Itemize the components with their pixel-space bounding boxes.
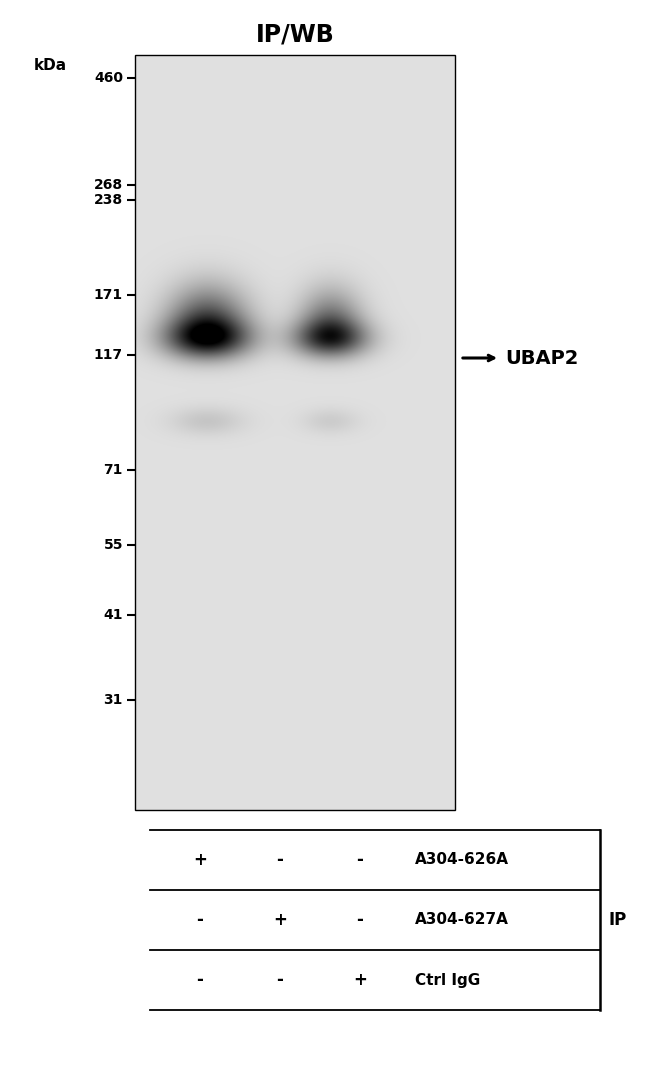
Text: IP: IP bbox=[608, 911, 626, 929]
Text: IP/WB: IP/WB bbox=[255, 23, 334, 47]
Text: 41: 41 bbox=[103, 609, 123, 623]
Text: 31: 31 bbox=[103, 693, 123, 707]
Text: 238: 238 bbox=[94, 193, 123, 207]
Bar bbox=[135, 55, 455, 810]
Text: -: - bbox=[196, 971, 203, 989]
Text: 171: 171 bbox=[94, 288, 123, 302]
Text: A304-626A: A304-626A bbox=[415, 853, 509, 867]
Text: 117: 117 bbox=[94, 348, 123, 362]
Text: +: + bbox=[273, 911, 287, 929]
Text: Ctrl IgG: Ctrl IgG bbox=[415, 973, 480, 988]
Text: kDa: kDa bbox=[33, 57, 66, 72]
Text: -: - bbox=[276, 971, 283, 989]
Text: 268: 268 bbox=[94, 178, 123, 192]
Text: -: - bbox=[276, 851, 283, 869]
Text: -: - bbox=[357, 911, 363, 929]
Text: +: + bbox=[353, 971, 367, 989]
Text: A304-627A: A304-627A bbox=[415, 912, 509, 927]
Text: +: + bbox=[193, 851, 207, 869]
Text: -: - bbox=[196, 911, 203, 929]
Text: -: - bbox=[357, 851, 363, 869]
Text: 71: 71 bbox=[103, 463, 123, 477]
Text: UBAP2: UBAP2 bbox=[505, 349, 578, 367]
Text: 460: 460 bbox=[94, 71, 123, 85]
Text: 55: 55 bbox=[103, 538, 123, 553]
